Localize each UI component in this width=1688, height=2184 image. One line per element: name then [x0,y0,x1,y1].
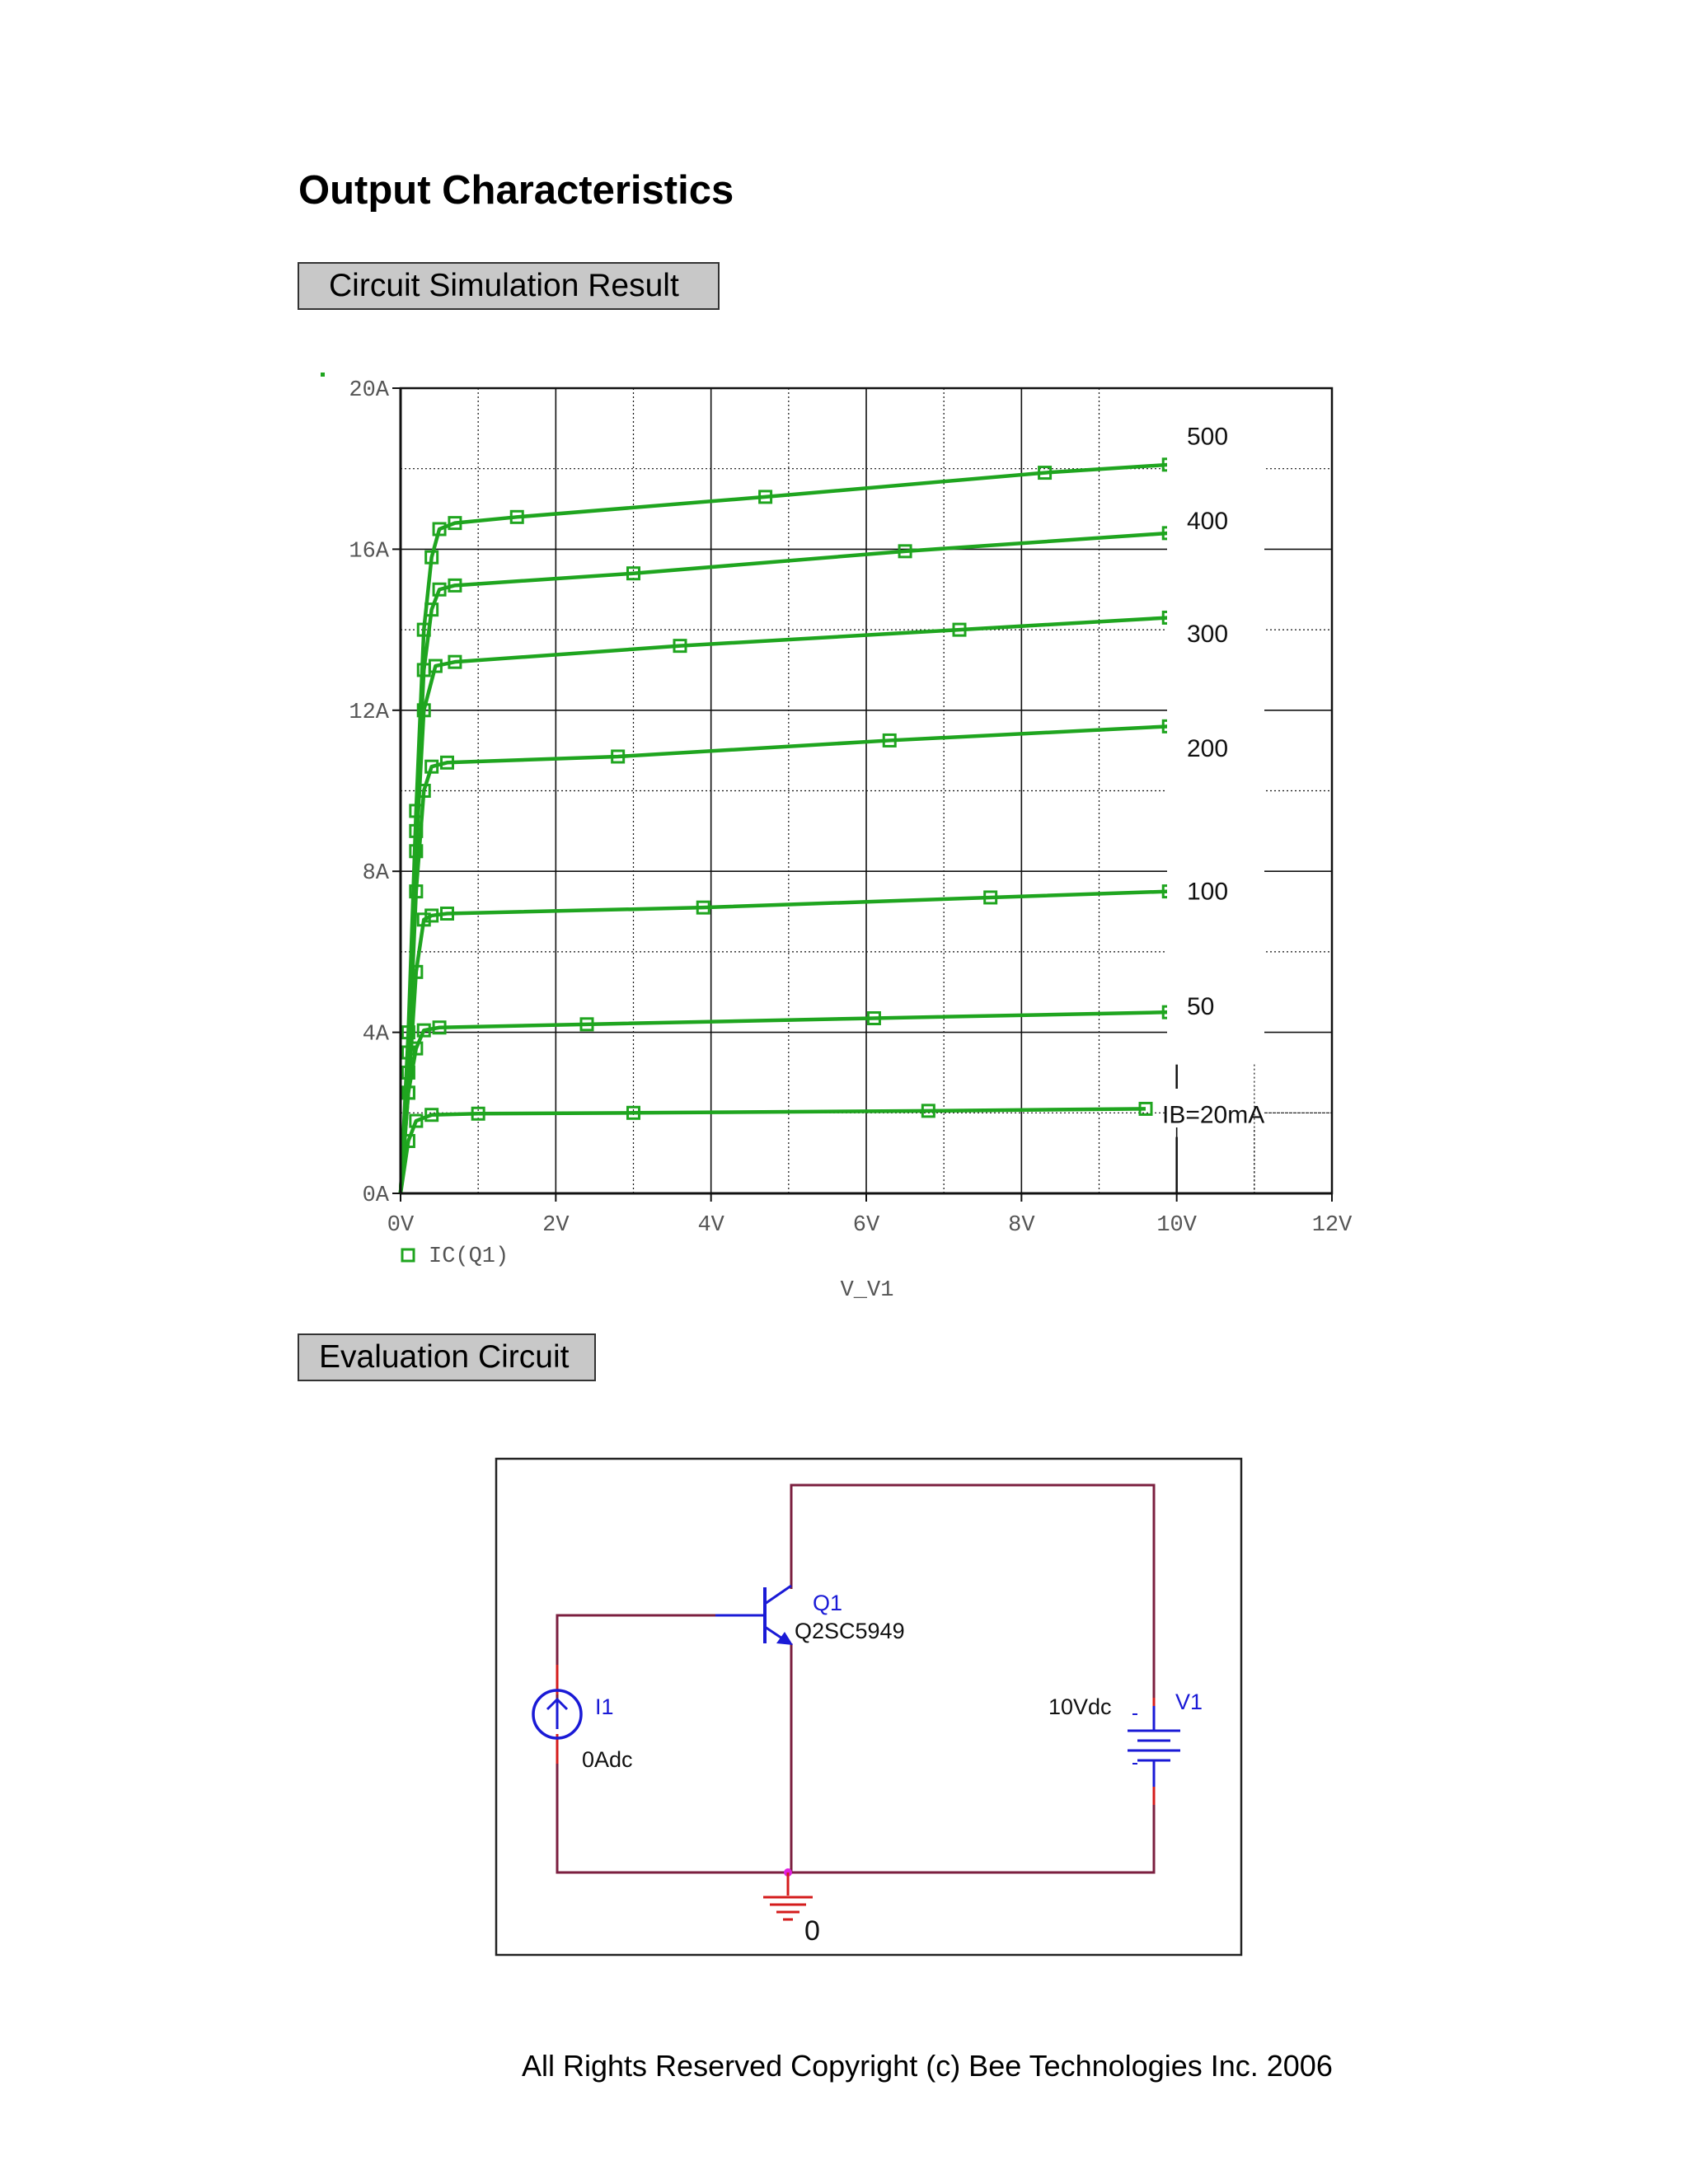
series-line-2 [398,889,1170,1194]
series-marker [898,544,912,559]
wire-ground-bus [556,1760,1156,1874]
circuit-frame [495,1457,1243,1957]
series-marker [448,654,462,669]
legend-marker [401,1248,415,1263]
series-marker [424,759,439,774]
y-tick-label: 8A [363,861,390,886]
y-tick-label: 16A [349,539,389,564]
voltage-source-v1 [1128,1698,1180,1805]
series-marker [611,749,626,764]
x-tick-label: 12V [1312,1213,1353,1238]
series-marker [440,755,454,770]
wire-collector [790,1483,1156,1722]
series-marker [673,639,687,654]
series-marker [432,1020,447,1035]
series-marker [448,578,462,593]
x-tick-label: 4V [697,1213,724,1238]
ground-node-label: 0 [804,1915,820,1947]
current-source-ref-label: I1 [595,1694,614,1719]
series-marker [424,908,439,923]
series-marker [424,1108,439,1122]
series-marker [696,900,710,915]
section-label-simulation: Circuit Simulation Result [298,262,720,310]
transistor-part-label: Q2SC5949 [795,1619,905,1643]
curve-label: 100 [1187,879,1228,906]
transistor-ref-label: Q1 [813,1591,842,1615]
output-characteristics-chart: 0V 2V 4V 6V 8V 10V 12V 0A 4A 8A 12A 16A 20A 500 400 300… [321,373,1353,1303]
curve-label-background [1167,386,1264,1127]
ground-symbol-icon [763,1872,813,1921]
page-title: Output Characteristics [298,168,734,213]
corner-dot [321,373,325,377]
section-label-evaluation: Evaluation Circuit [298,1333,596,1381]
series-marker [626,566,640,581]
curve-label: 500 [1187,424,1228,451]
series-line-1 [398,1010,1170,1194]
series-marker [758,490,773,504]
series-marker [921,1104,935,1118]
series-line-6 [398,462,1170,1194]
voltage-source-ref-label: V1 [1175,1690,1203,1714]
series-marker [866,1011,881,1026]
y-tick-label: 12A [349,701,389,725]
series-marker [416,912,431,927]
curve-label: 200 [1187,735,1228,762]
series-marker [424,550,439,565]
x-tick-label: 6V [853,1213,880,1238]
series-marker [626,1105,640,1120]
chart-labels: 0V 2V 4V 6V 8V 10V 12V 0A 4A 8A 12A 16A 20A 500 400 300… [349,378,1353,1303]
series-marker [416,1023,431,1038]
emitter-arrow-icon [776,1632,793,1645]
y-tick-label: 0A [363,1183,390,1208]
current-source-icon [532,1689,583,1740]
series-line-0 [398,1107,1146,1194]
curve-label: 50 [1187,993,1214,1020]
y-tick-label: 20A [349,378,389,403]
chart-axes [321,373,1334,1202]
series-marker [401,1025,415,1040]
series-line-3 [398,724,1170,1194]
series-marker [440,906,454,921]
series-marker [509,509,524,524]
x-tick-label: 0V [387,1213,415,1238]
curve-label: 300 [1187,621,1228,648]
series-marker [409,804,424,818]
chart-curves [398,457,1176,1194]
series-marker [579,1017,594,1032]
series-marker [416,622,431,637]
x-tick-label: 8V [1008,1213,1035,1238]
y-tick-label: 4A [363,1023,390,1047]
legend-label: IC(Q1) [429,1244,509,1269]
x-tick-label: 10V [1156,1213,1197,1238]
series-line-5 [398,531,1170,1194]
series-marker [448,516,462,531]
junction-node [784,1868,792,1877]
series-marker [882,733,897,748]
voltage-source-value-label: 10Vdc [1048,1694,1112,1719]
current-source-i1 [532,1665,583,1764]
copyright-notice: All Rights Reserved Copyright (c) Bee Te… [522,2049,1333,2083]
series-marker [471,1106,485,1121]
x-tick-label: 2V [542,1213,570,1238]
x-axis-title: V_V1 [841,1278,894,1303]
series-marker [1138,1101,1153,1116]
series-marker [983,890,998,905]
series-marker [432,582,447,597]
circuit-wires [556,1483,1156,1874]
current-source-value-label: 0Adc [582,1747,633,1772]
wire-base [556,1614,715,1699]
series-marker [1038,466,1053,480]
series-marker [409,1113,424,1128]
curve-label: 400 [1187,508,1228,535]
curve-label: IB=20mA [1162,1102,1264,1129]
transistor-q1 [715,1584,793,1645]
series-marker [952,622,967,637]
series-marker [432,522,447,537]
